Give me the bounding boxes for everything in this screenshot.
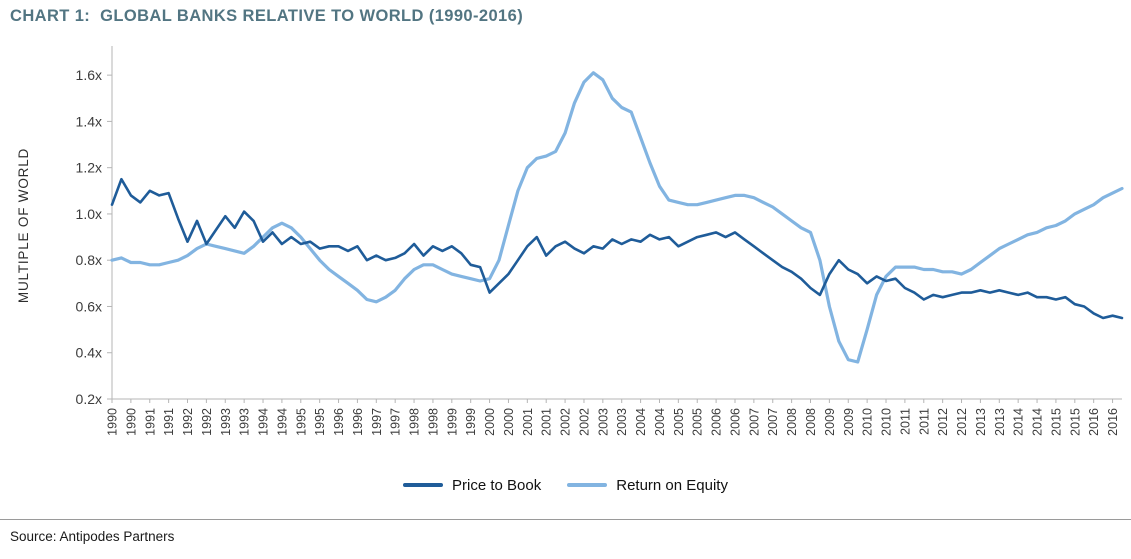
x-tick-label: 2007 (747, 408, 761, 436)
x-tick-label: 1998 (408, 408, 422, 436)
x-tick-label: 2011 (917, 408, 931, 435)
x-tick-label: 1999 (445, 408, 459, 436)
plot-line-price-to-book (110, 177, 1124, 320)
x-tick-label: 1997 (370, 408, 384, 436)
x-tick-label: 2015 (1068, 408, 1082, 436)
x-tick-label: 2000 (483, 408, 497, 436)
x-tick-label: 1995 (294, 408, 308, 436)
y-tick-label: 0.2x (76, 391, 102, 407)
x-tick-label: 2000 (502, 408, 516, 436)
x-tick-label: 2016 (1106, 408, 1120, 436)
x-tick-label: 2014 (1031, 408, 1045, 436)
x-tick-label: 2007 (766, 408, 780, 436)
x-tick-label: 1993 (219, 408, 233, 436)
x-tick-label: 2004 (634, 408, 648, 436)
legend-label-price-to-book: Price to Book (452, 476, 542, 494)
x-tick-label: 2010 (880, 408, 894, 436)
x-tick-label: 2005 (672, 408, 686, 436)
x-tick-label: 1999 (464, 408, 478, 436)
x-tick-label: 2006 (710, 408, 724, 436)
x-tick-label: 1992 (181, 408, 195, 436)
x-tick-label: 1992 (200, 408, 214, 436)
x-tick-label: 1996 (332, 408, 346, 436)
x-tick-label: 2003 (615, 408, 629, 436)
price-to-book-line-swatch (403, 483, 444, 487)
x-tick-label: 2013 (993, 408, 1007, 436)
x-tick-label: 1991 (143, 408, 157, 436)
chart-title: CHART 1: GLOBAL BANKS RELATIVE TO WORLD … (10, 7, 524, 25)
x-tick-label: 1994 (275, 408, 289, 436)
x-tick-label: 1990 (124, 408, 138, 436)
x-tick-label: 2008 (804, 408, 818, 436)
x-tick-label: 2006 (728, 408, 742, 436)
chart-legend: Price to Book Return on Equity (0, 471, 1131, 499)
x-tick-label: 2013 (974, 408, 988, 436)
y-tick-label: 1.6x (76, 67, 102, 83)
legend-item-price-to-book: Price to Book (403, 477, 541, 494)
x-tick-label: 2002 (559, 408, 573, 436)
x-tick-label: 1997 (389, 408, 403, 436)
y-axis-title: MULTIPLE OF WORLD (16, 148, 31, 303)
legend-item-return-on-equity: Return on Equity (567, 477, 728, 494)
x-tick-label: 2003 (596, 408, 610, 436)
x-tick-label: 2002 (577, 408, 591, 436)
plot-line-return-on-equity (110, 71, 1124, 364)
x-tick-label: 2012 (955, 408, 969, 436)
x-tick-label: 1993 (238, 408, 252, 436)
x-tick-label: 1998 (426, 408, 440, 436)
x-tick-label: 2014 (1012, 408, 1026, 436)
x-tick-label: 1996 (351, 408, 365, 436)
x-tick-label: 2011 (898, 408, 912, 435)
x-tick-label: 2008 (785, 408, 799, 436)
x-tick-label: 1990 (106, 408, 120, 436)
return-on-equity-line-swatch (567, 483, 608, 487)
y-tick-label: 0.4x (76, 345, 102, 361)
x-tick-label: 2009 (842, 408, 856, 436)
y-tick-label: 0.8x (76, 252, 102, 268)
y-tick-label: 1.4x (76, 113, 102, 129)
x-tick-label: 1994 (257, 408, 271, 436)
x-tick-label: 2001 (540, 408, 554, 436)
x-tick-label: 2009 (823, 408, 837, 436)
x-tick-label: 1995 (313, 408, 327, 436)
legend-label-return-on-equity: Return on Equity (616, 476, 728, 494)
source-note: Source: Antipodes Partners (0, 519, 1131, 544)
x-tick-label: 2005 (691, 408, 705, 436)
y-tick-label: 1.2x (76, 160, 102, 176)
x-tick-label: 2004 (653, 408, 667, 436)
x-tick-label: 2016 (1087, 408, 1101, 436)
x-tick-label: 1991 (162, 408, 176, 436)
x-tick-label: 2015 (1049, 408, 1063, 436)
y-tick-label: 0.6x (76, 298, 102, 314)
x-tick-label: 2012 (936, 408, 950, 436)
y-tick-label: 1.0x (76, 206, 102, 222)
x-tick-label: 2010 (861, 408, 875, 436)
x-tick-label: 2001 (521, 408, 535, 436)
